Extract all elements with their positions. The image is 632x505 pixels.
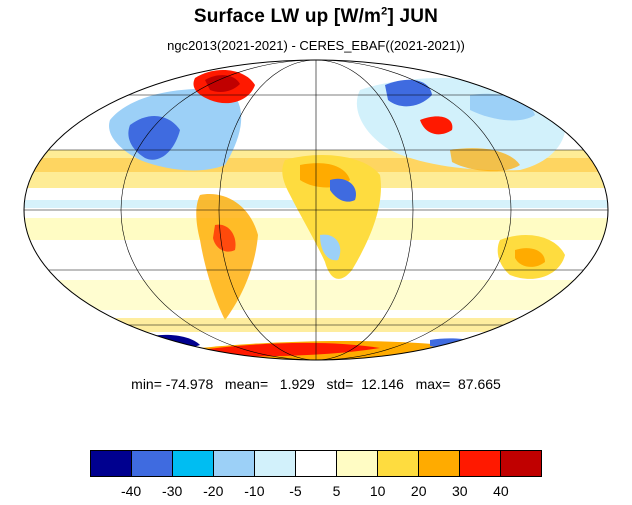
colorbar-tick-label: -5	[289, 483, 302, 499]
colorbar-tick-label: -20	[203, 483, 224, 499]
colorbar-swatch	[296, 451, 337, 476]
colorbar-swatch	[501, 451, 541, 476]
colorbar-swatch	[173, 451, 214, 476]
colorbar-swatch	[214, 451, 255, 476]
plot-title: Surface LW up [W/m2] JUN	[0, 6, 632, 28]
colorbar	[90, 450, 542, 477]
colorbar-swatch	[132, 451, 173, 476]
colorbar-tick-label: 20	[410, 483, 427, 499]
colorbar-tick-label: 30	[452, 483, 468, 499]
title-end: ] JUN	[387, 6, 439, 27]
colorbar-swatch	[337, 451, 378, 476]
map-border	[23, 59, 609, 361]
plot-subtitle: ngc2013(2021-2021) - CERES_EBAF((2021-20…	[167, 38, 465, 53]
colorbar-swatch	[255, 451, 296, 476]
colorbar-tick-label: -40	[120, 483, 142, 499]
colorbar-swatch	[419, 451, 460, 476]
colorbar-tick-label: 40	[493, 483, 509, 499]
statistics-line: min= -74.978 mean= 1.929 std= 12.146 max…	[131, 376, 501, 392]
colorbar-tick-label: 10	[369, 483, 386, 499]
colorbar-swatch	[460, 451, 501, 476]
colorbar-swatch	[91, 451, 132, 476]
map-field	[24, 60, 608, 360]
title-main: Surface LW up [W/m	[193, 6, 382, 27]
colorbar-tick-label: -30	[162, 483, 183, 499]
graticule	[24, 59, 608, 361]
title-superscript: 2	[381, 5, 388, 18]
colorbar-tick-label: 5	[332, 483, 341, 499]
colorbar-swatch	[378, 451, 419, 476]
colorbar-ticks: -40 -30 -20 -10 -5 5 10 20 30 40	[90, 483, 542, 501]
colorbar-tick-label: -10	[244, 483, 265, 499]
